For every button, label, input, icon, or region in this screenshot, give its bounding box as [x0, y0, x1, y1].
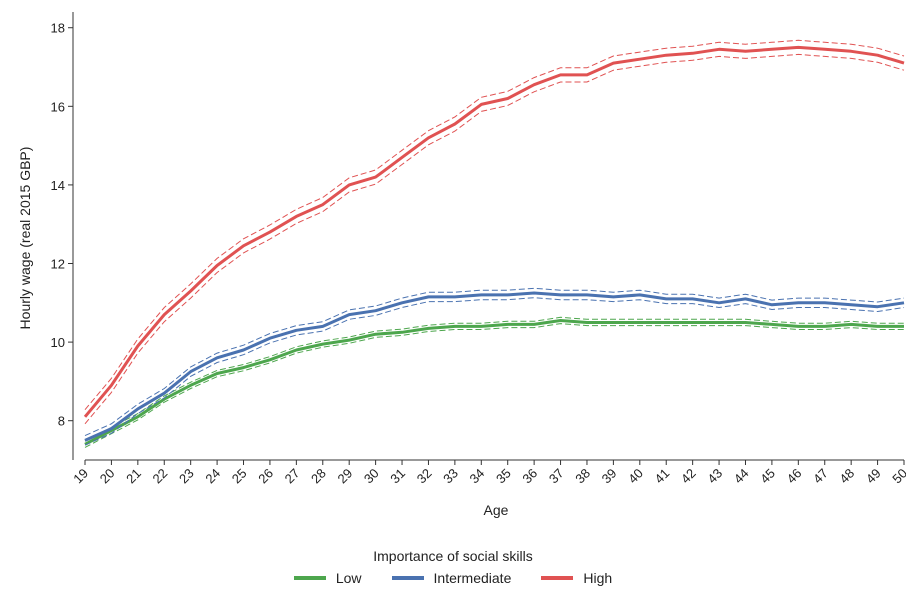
- y-tick-label: 16: [51, 99, 65, 114]
- series-high-upper-ci: [84, 39, 905, 411]
- x-tick-label: 20: [97, 466, 118, 487]
- x-tick-label: 37: [546, 466, 567, 487]
- series-high-lower-ci: [84, 53, 905, 425]
- legend-swatch: [293, 576, 326, 580]
- x-tick-label: 34: [467, 466, 488, 487]
- x-tick-label: 31: [387, 466, 408, 487]
- legend-title: Importance of social skills: [373, 548, 533, 564]
- x-tick-label: 47: [810, 466, 831, 487]
- x-tick-label: 27: [282, 466, 303, 487]
- y-tick-label: 18: [51, 21, 65, 36]
- legend-items: Low Intermediate High: [0, 570, 906, 586]
- legend-swatch: [541, 576, 574, 580]
- x-tick-label: 50: [889, 466, 906, 487]
- series-low-line: [84, 319, 904, 446]
- x-tick-label: 30: [361, 466, 382, 487]
- series-intermediate-upper-ci: [84, 287, 905, 437]
- series-low-upper-ci: [84, 316, 904, 442]
- y-tick-label: 12: [51, 257, 65, 272]
- x-tick-label: 33: [440, 466, 461, 487]
- legend-item-low: Low: [293, 570, 362, 586]
- x-tick-label: 23: [176, 466, 197, 487]
- x-tick-label: 44: [731, 466, 752, 487]
- x-tick-label: 22: [150, 466, 171, 487]
- x-tick-label: 25: [229, 466, 250, 487]
- y-axis-title: Hourly wage (real 2015 GBP): [17, 147, 33, 330]
- x-tick-label: 38: [572, 466, 593, 487]
- x-tick-label: 29: [334, 466, 355, 487]
- x-tick-label: 36: [519, 466, 540, 487]
- series-intermediate-lower-ci: [84, 297, 905, 446]
- legend-swatch: [391, 576, 424, 580]
- x-tick-label: 24: [202, 466, 223, 487]
- y-tick-label: 14: [51, 178, 65, 193]
- x-tick-label: 41: [652, 466, 673, 487]
- plot-area: [83, 39, 905, 448]
- legend-item-high: High: [541, 570, 612, 586]
- legend-label: Low: [335, 570, 362, 586]
- legend: Importance of social skills Low Intermedi…: [0, 548, 906, 586]
- y-tick-label: 8: [58, 414, 65, 429]
- x-tick-label: 32: [414, 466, 435, 487]
- x-tick-label: 40: [625, 466, 646, 487]
- x-tick-label: 48: [836, 466, 857, 487]
- x-tick-label: 49: [863, 466, 884, 487]
- x-tick-label: 19: [70, 466, 91, 487]
- x-tick-label: 28: [308, 466, 329, 487]
- y-tick-label: 10: [51, 335, 65, 350]
- legend-item-intermediate: Intermediate: [391, 570, 512, 586]
- x-tick-label: 46: [784, 466, 805, 487]
- x-axis-title: Age: [484, 502, 509, 518]
- x-tick-label: 35: [493, 466, 514, 487]
- x-tick-label: 45: [757, 466, 778, 487]
- x-tick-label: 43: [704, 466, 725, 487]
- x-tick-label: 26: [255, 466, 276, 487]
- series-intermediate-line: [84, 291, 905, 442]
- x-tick-label: 21: [123, 466, 144, 487]
- series-low-lower-ci: [84, 323, 904, 448]
- x-tick-label: 39: [599, 466, 620, 487]
- legend-label: High: [583, 570, 613, 586]
- legend-label: Intermediate: [433, 570, 512, 586]
- x-tick-label: 42: [678, 466, 699, 487]
- series-high-line: [83, 45, 905, 418]
